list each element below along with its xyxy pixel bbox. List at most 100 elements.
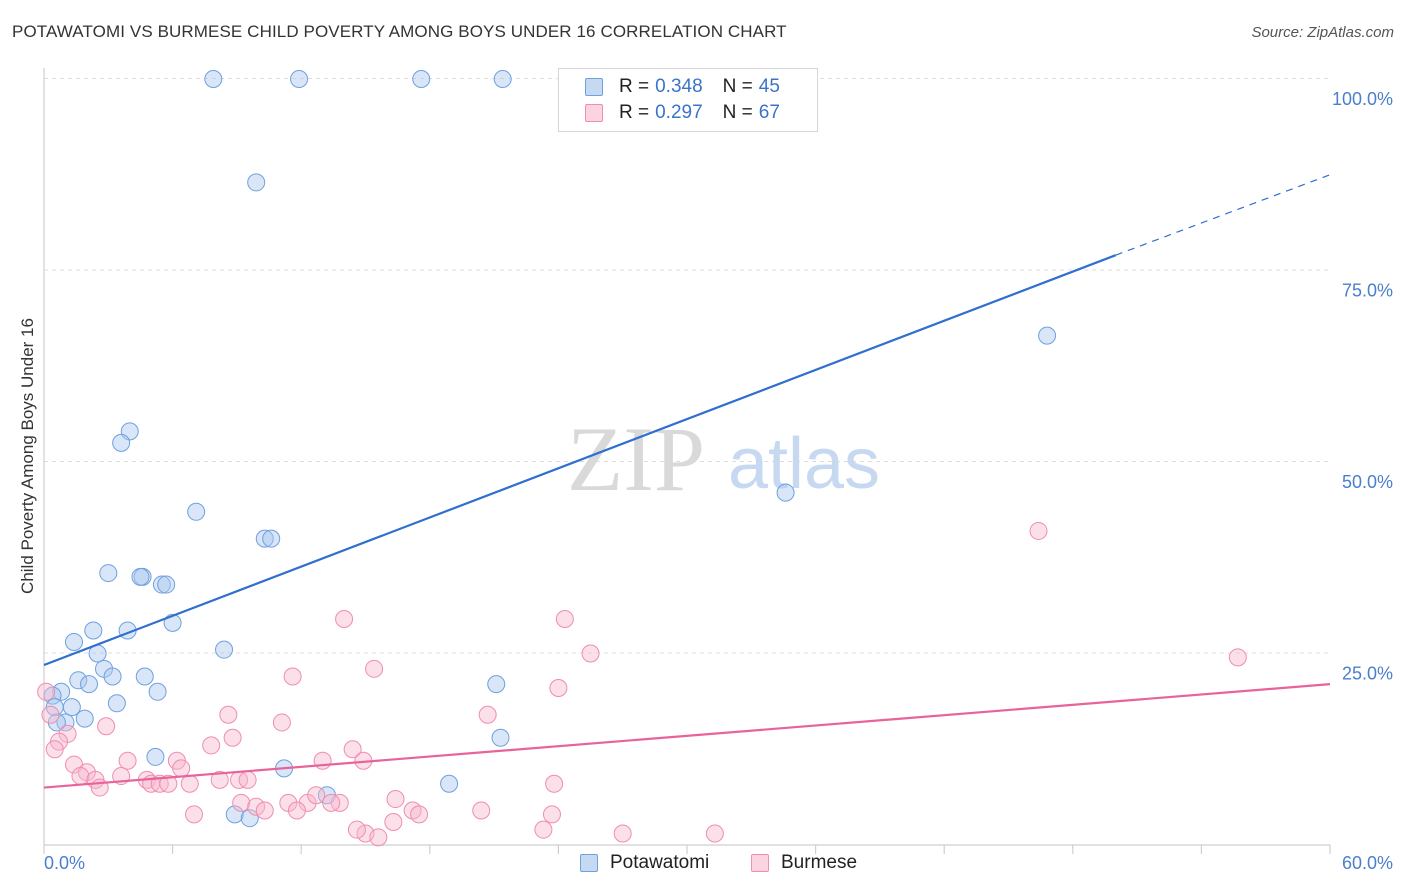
data-point-potawatomi bbox=[80, 675, 99, 694]
data-point-burmese bbox=[71, 767, 90, 786]
data-point-burmese bbox=[45, 740, 64, 759]
data-point-burmese bbox=[172, 759, 191, 778]
trend-line-potawatomi bbox=[43, 254, 1117, 667]
data-point-potawatomi bbox=[262, 529, 281, 548]
data-point-burmese bbox=[369, 828, 388, 847]
data-point-burmese bbox=[384, 813, 403, 832]
data-point-burmese bbox=[255, 801, 274, 820]
data-point-burmese bbox=[542, 805, 561, 824]
data-point-potawatomi bbox=[152, 575, 171, 594]
legend-r-value: 0.348 bbox=[655, 76, 703, 97]
data-point-burmese bbox=[343, 740, 362, 759]
data-point-burmese bbox=[180, 774, 199, 793]
data-point-burmese bbox=[322, 793, 341, 812]
data-point-burmese bbox=[705, 824, 724, 843]
series-legend: Potawatomi Burmese bbox=[0, 852, 1406, 876]
data-point-potawatomi bbox=[52, 682, 71, 701]
legend-label-potawatomi: Potawatomi bbox=[610, 852, 710, 873]
x-tick-label: 60.0% bbox=[1342, 853, 1393, 873]
data-point-burmese bbox=[223, 728, 242, 747]
data-point-burmese bbox=[307, 786, 326, 805]
data-point-burmese bbox=[97, 717, 116, 736]
y-tick-label: 100.0% bbox=[1332, 89, 1393, 109]
legend-label-burmese: Burmese bbox=[781, 852, 858, 873]
data-point-burmese bbox=[1029, 521, 1048, 540]
data-point-potawatomi bbox=[103, 667, 122, 686]
data-point-potawatomi bbox=[440, 774, 459, 793]
data-point-burmese bbox=[478, 705, 497, 724]
data-point-burmese bbox=[1228, 648, 1247, 667]
legend-row-potawatomi: R = 0.348 N = 45 bbox=[585, 75, 780, 99]
legend-swatch-burmese bbox=[585, 104, 603, 122]
data-point-burmese bbox=[37, 682, 56, 701]
data-point-potawatomi bbox=[255, 529, 274, 548]
data-point-burmese bbox=[386, 790, 405, 809]
chart-title: POTAWATOMI VS BURMESE CHILD POVERTY AMON… bbox=[12, 22, 787, 41]
data-point-potawatomi bbox=[412, 70, 431, 88]
data-point-potawatomi bbox=[112, 433, 131, 452]
data-point-burmese bbox=[272, 713, 291, 732]
data-point-burmese bbox=[549, 678, 568, 697]
data-point-burmese bbox=[287, 801, 306, 820]
watermark-zip: ZIP bbox=[567, 408, 705, 510]
trend-lines bbox=[43, 174, 1331, 789]
legend-r-value: 0.297 bbox=[655, 102, 703, 123]
data-point-potawatomi bbox=[240, 809, 259, 828]
data-point-burmese bbox=[159, 774, 178, 793]
data-point-burmese bbox=[555, 610, 574, 629]
data-point-burmese bbox=[581, 644, 600, 663]
x-tick-labels: 0.0% 60.0% bbox=[44, 853, 1393, 873]
data-point-potawatomi bbox=[487, 675, 506, 694]
data-point-potawatomi bbox=[69, 671, 88, 690]
data-point-burmese bbox=[410, 805, 429, 824]
data-point-burmese bbox=[118, 751, 137, 770]
chart-source: Source: ZipAtlas.com bbox=[1251, 24, 1394, 41]
data-point-potawatomi bbox=[131, 567, 150, 586]
data-point-potawatomi bbox=[491, 728, 510, 747]
data-point-potawatomi bbox=[1038, 326, 1057, 345]
legend-r-label: R = bbox=[619, 102, 650, 123]
data-point-potawatomi bbox=[776, 483, 795, 502]
data-point-burmese bbox=[545, 774, 564, 793]
legend-item-potawatomi[interactable]: Potawatomi bbox=[580, 852, 709, 874]
y-tick-label: 75.0% bbox=[1342, 281, 1393, 301]
data-point-potawatomi bbox=[493, 70, 512, 88]
data-point-burmese bbox=[238, 770, 257, 789]
data-point-burmese bbox=[472, 801, 491, 820]
data-point-burmese bbox=[41, 705, 60, 724]
legend-r-label: R = bbox=[619, 76, 650, 97]
data-point-potawatomi bbox=[75, 709, 94, 728]
legend-swatch-potawatomi bbox=[585, 78, 603, 96]
legend-row-burmese: R = 0.297 N = 67 bbox=[585, 101, 780, 125]
x-tick-label: 0.0% bbox=[44, 853, 85, 873]
data-point-burmese bbox=[202, 736, 221, 755]
data-point-burmese bbox=[210, 770, 229, 789]
legend-n-label: N = bbox=[722, 76, 753, 97]
data-point-burmese bbox=[247, 797, 266, 816]
data-point-potawatomi bbox=[47, 713, 66, 732]
data-point-potawatomi bbox=[84, 621, 103, 640]
watermark-atlas: atlas bbox=[728, 424, 880, 504]
legend-n-label: N = bbox=[722, 102, 753, 123]
trend-line-extension bbox=[1115, 174, 1331, 256]
y-tick-labels: 25.0% 50.0% 75.0% 100.0% bbox=[1332, 89, 1393, 684]
data-point-potawatomi bbox=[135, 667, 154, 686]
y-axis-label: Child Poverty Among Boys Under 16 bbox=[18, 318, 37, 594]
data-point-potawatomi bbox=[99, 564, 118, 583]
data-point-potawatomi bbox=[215, 640, 234, 659]
y-tick-label: 25.0% bbox=[1342, 664, 1393, 684]
legend-item-burmese[interactable]: Burmese bbox=[751, 852, 857, 874]
data-point-potawatomi bbox=[247, 173, 266, 192]
data-point-burmese bbox=[283, 667, 302, 686]
data-point-burmese bbox=[347, 820, 366, 839]
data-point-burmese bbox=[534, 820, 553, 839]
trend-line-burmese bbox=[43, 683, 1331, 789]
data-point-potawatomi bbox=[107, 694, 126, 713]
axes bbox=[43, 68, 1331, 854]
data-point-burmese bbox=[232, 793, 251, 812]
data-point-potawatomi bbox=[225, 805, 244, 824]
gridlines bbox=[44, 78, 1330, 654]
legend-n-value: 45 bbox=[758, 76, 780, 97]
legend-n-value: 67 bbox=[758, 102, 780, 123]
